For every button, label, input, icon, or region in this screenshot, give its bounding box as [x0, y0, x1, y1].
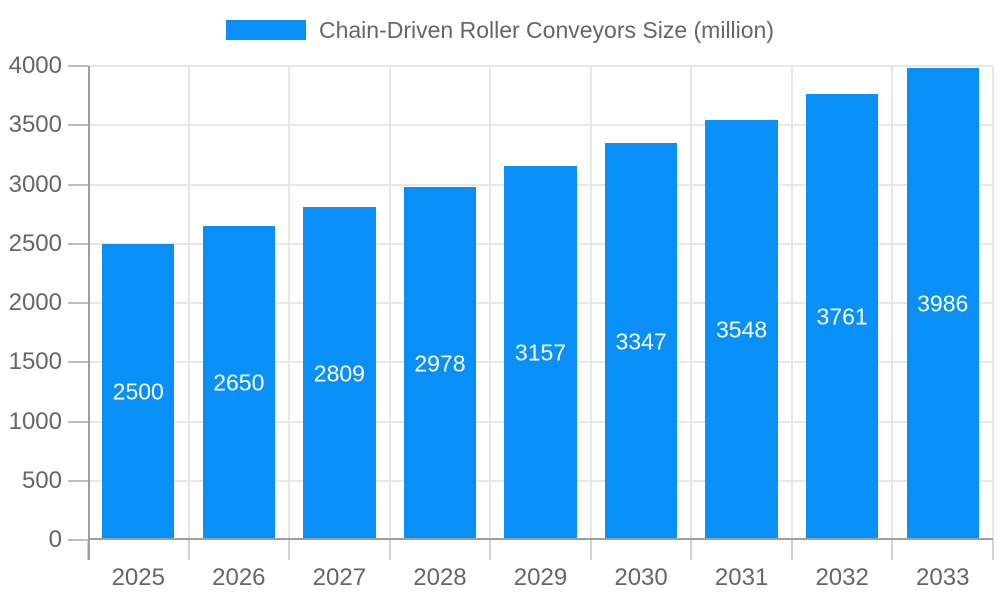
plot-area: 0 500 1000 1500 2000 2500 3000 3500 4000 2500 2025… [9, 52, 994, 591]
y-axis-label: 2500 [8, 229, 62, 257]
y-axis-label: 500 [21, 466, 62, 494]
bar-value-label: 2809 [313, 360, 365, 387]
gridline-horizontal [88, 65, 993, 67]
y-axis-label: 3500 [8, 111, 62, 139]
y-axis-label: 2000 [8, 289, 62, 316]
y-axis-label: 1000 [8, 407, 62, 435]
bar[interactable]: 2650 [202, 225, 276, 540]
bar[interactable]: 3761 [805, 94, 879, 540]
gridline-vertical [589, 66, 592, 540]
x-axis-label: 2031 [714, 564, 769, 591]
x-axis-tick [489, 540, 492, 560]
x-axis-label: 2025 [111, 564, 165, 591]
gridline-vertical [187, 66, 190, 540]
bar[interactable]: 2500 [102, 243, 175, 540]
y-axis-line [88, 66, 90, 560]
x-axis-label: 2030 [614, 564, 668, 591]
bar[interactable]: 3986 [906, 67, 979, 540]
bar-value-label: 2978 [414, 350, 466, 377]
x-axis-tick [790, 540, 793, 560]
y-axis-tick [68, 242, 88, 245]
x-axis-label: 2033 [916, 564, 970, 591]
x-axis-label: 2026 [212, 564, 266, 591]
bar[interactable]: 3347 [604, 143, 678, 540]
y-axis-tick [68, 124, 88, 127]
y-axis-label: 3000 [8, 170, 62, 198]
gridline-vertical [992, 66, 994, 540]
y-axis-label: 0 [48, 526, 62, 553]
bar-value-label: 3548 [716, 316, 768, 343]
gridline-vertical [790, 66, 793, 540]
bar-value-label: 3986 [917, 290, 969, 317]
legend-label: Chain-Driven Roller Conveyors Size (mill… [318, 16, 775, 43]
x-axis-tick [187, 540, 190, 560]
bar-value-label: 2650 [213, 369, 265, 396]
y-axis-tick [68, 479, 88, 482]
x-axis-label: 2027 [312, 564, 367, 591]
legend-item[interactable]: Chain-Driven Roller Conveyors Size (mill… [0, 14, 1000, 46]
bar-value-label: 3347 [615, 328, 667, 355]
gridline-vertical [891, 66, 894, 540]
bar[interactable]: 3548 [705, 119, 778, 540]
y-axis-tick [68, 183, 88, 186]
bar-value-label: 2500 [112, 378, 164, 405]
x-axis-line [88, 538, 993, 540]
y-axis-label: 1500 [8, 348, 62, 376]
y-axis-tick [68, 361, 88, 364]
bar[interactable]: 3157 [504, 165, 577, 540]
bar[interactable]: 2978 [403, 187, 477, 540]
bar[interactable]: 2809 [303, 207, 376, 540]
legend-color-swatch [225, 20, 306, 40]
x-axis-label: 2029 [513, 564, 568, 591]
x-axis-tick [891, 540, 894, 560]
gridline-vertical [489, 66, 492, 540]
gridline-vertical [690, 66, 693, 540]
y-axis-tick [68, 539, 88, 541]
y-axis-label: 4000 [8, 52, 62, 79]
gridline-vertical [388, 66, 391, 540]
gridline-horizontal [88, 124, 993, 127]
x-axis-tick [589, 540, 592, 560]
x-axis-label: 2028 [413, 564, 467, 591]
x-axis-tick [992, 540, 994, 560]
y-axis-tick [68, 302, 88, 304]
x-axis-tick [388, 540, 391, 560]
gridline-vertical [288, 66, 291, 540]
bar-value-label: 3761 [816, 303, 868, 330]
y-axis-tick [68, 420, 88, 423]
y-axis-tick [68, 65, 88, 67]
x-axis-tick [690, 540, 693, 560]
bar-value-label: 3157 [514, 339, 567, 366]
x-axis-label: 2032 [815, 564, 869, 591]
x-axis-tick [288, 540, 291, 560]
